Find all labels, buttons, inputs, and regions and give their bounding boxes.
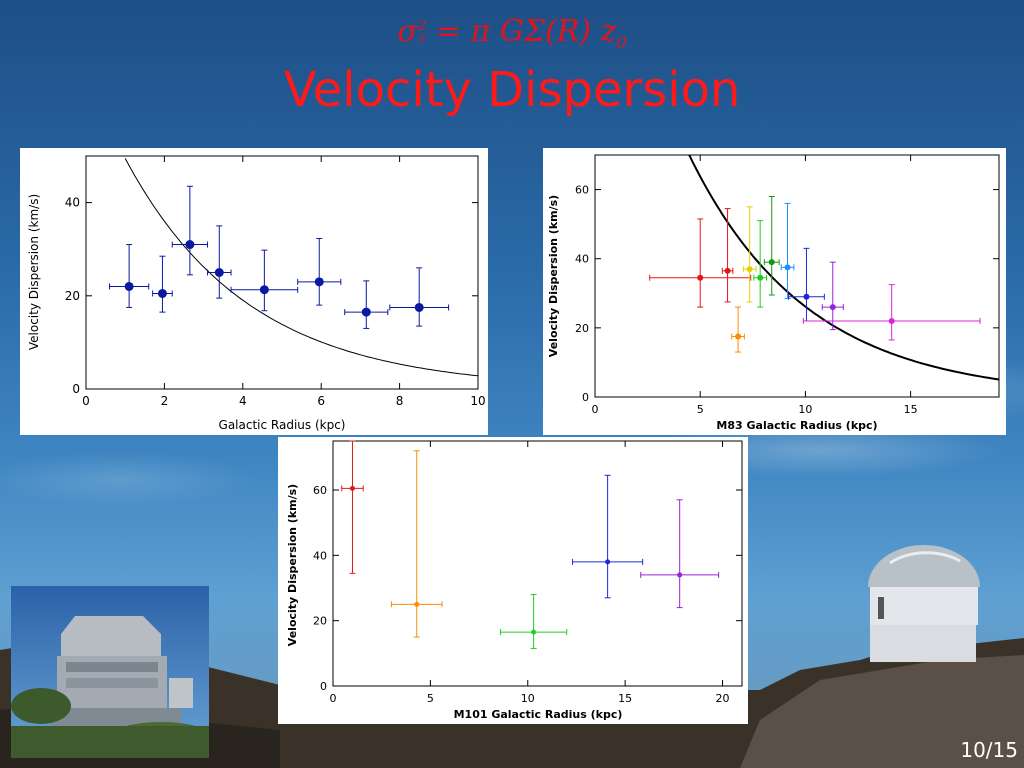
page-number: 10/15 xyxy=(960,738,1018,762)
x-tick-label: 10 xyxy=(470,394,485,408)
chart-1-xlabel: Galactic Radius (kpc) xyxy=(219,418,346,432)
data-marker xyxy=(124,281,134,291)
chart-1-svg: 0 2 4 6 8 10 0 20 40 Galactic Radius (kpc) Veloc… xyxy=(27,155,486,432)
data-marker xyxy=(677,572,683,578)
telescope-building-photo xyxy=(11,586,209,758)
data-marker xyxy=(605,559,611,565)
x-tick-label: 2 xyxy=(161,394,169,408)
data-point xyxy=(802,284,981,341)
data-point xyxy=(763,195,780,296)
y-tick-label: 60 xyxy=(313,484,327,497)
data-point xyxy=(207,225,232,299)
data-marker xyxy=(784,264,791,271)
x-tick-label: 10 xyxy=(798,403,812,416)
data-marker xyxy=(697,274,704,281)
data-marker xyxy=(414,601,420,607)
data-marker xyxy=(349,485,355,491)
data-point xyxy=(230,249,299,312)
data-marker xyxy=(829,304,836,311)
y-tick-label: 40 xyxy=(313,549,327,562)
formula-sigma: σ xyxy=(397,14,418,49)
chart-3-ylabel: Velocity Dispersion (km/s) xyxy=(286,484,299,646)
data-marker xyxy=(735,333,742,340)
data-marker xyxy=(888,317,895,324)
slide-title: Velocity Dispersion xyxy=(283,62,741,118)
data-point xyxy=(109,244,150,308)
x-tick-label: 0 xyxy=(82,394,90,408)
data-marker xyxy=(531,629,537,635)
x-tick-label: 8 xyxy=(396,394,404,408)
data-point xyxy=(297,237,342,306)
x-tick-label: 10 xyxy=(521,692,535,705)
data-marker xyxy=(746,266,753,273)
data-point xyxy=(390,450,443,638)
formula-rhs: = π GΣ(R) z xyxy=(426,14,617,49)
chart-2-frame xyxy=(594,154,1000,398)
chart-3-xlabel: M101 Galactic Radius (kpc) xyxy=(454,708,623,721)
chart-2-xlabel: M83 Galactic Radius (kpc) xyxy=(716,419,877,432)
model-curve xyxy=(124,158,479,377)
data-point xyxy=(753,220,767,308)
x-tick-label: 6 xyxy=(317,394,325,408)
y-tick-label: 60 xyxy=(575,184,589,197)
x-tick-label: 4 xyxy=(239,394,247,408)
chart-2-ylabel: Velocity Dispersion (km/s) xyxy=(547,195,560,357)
data-point xyxy=(152,255,173,313)
data-point xyxy=(721,208,734,303)
data-point xyxy=(572,474,644,599)
data-point xyxy=(171,185,209,276)
y-tick-label: 0 xyxy=(582,391,589,404)
data-marker xyxy=(259,285,269,295)
data-point xyxy=(742,206,757,303)
x-tick-label: 0 xyxy=(330,692,337,705)
y-tick-label: 0 xyxy=(72,382,80,396)
data-marker xyxy=(414,302,424,312)
x-tick-label: 0 xyxy=(592,403,599,416)
y-tick-label: 40 xyxy=(65,196,80,210)
formula-superscript: 2 xyxy=(417,19,427,35)
chart-3-frame xyxy=(332,440,743,687)
data-marker xyxy=(803,293,810,300)
data-point xyxy=(499,594,568,649)
data-point xyxy=(341,440,364,574)
y-tick-label: 20 xyxy=(575,322,589,335)
chart-1-frame xyxy=(85,155,479,390)
data-marker xyxy=(314,277,324,287)
chart-panel-2: 0 5 10 15 0 20 40 60 M83 Galactic Radius (kpc) … xyxy=(543,148,1006,435)
y-tick-label: 40 xyxy=(575,253,589,266)
telescope-dome xyxy=(868,545,980,625)
data-point xyxy=(344,280,389,329)
x-tick-label: 5 xyxy=(697,403,704,416)
data-point xyxy=(780,202,795,299)
y-tick-label: 0 xyxy=(320,680,327,693)
data-point xyxy=(389,267,450,327)
data-point xyxy=(731,306,745,353)
data-marker xyxy=(757,274,764,281)
data-point xyxy=(788,247,825,322)
data-marker xyxy=(185,240,195,250)
data-marker xyxy=(768,259,775,266)
data-marker xyxy=(157,288,167,298)
chart-panel-3: 0 5 10 15 20 0 20 40 60 M101 Galactic Radius (kp… xyxy=(278,437,748,724)
data-marker xyxy=(724,267,731,274)
x-tick-label: 5 xyxy=(427,692,434,705)
x-tick-label: 15 xyxy=(618,692,632,705)
x-tick-label: 20 xyxy=(716,692,730,705)
chart-3-svg: 0 5 10 15 20 0 20 40 60 M101 Galactic Radius (kp… xyxy=(286,440,743,721)
chart-panel-1: 0 2 4 6 8 10 0 20 40 Galactic Radius (kpc) Veloc… xyxy=(20,148,488,435)
y-tick-label: 20 xyxy=(65,289,80,303)
data-point xyxy=(649,218,752,308)
data-marker xyxy=(361,307,371,317)
data-marker xyxy=(214,268,224,277)
chart-1-ylabel: Velocity Dispersion (km/s) xyxy=(27,194,41,350)
data-point xyxy=(821,261,844,331)
y-tick-label: 20 xyxy=(313,615,327,628)
formula-subscript: z xyxy=(418,31,426,46)
x-tick-label: 15 xyxy=(904,403,918,416)
formula-rhs-subscript: 0 xyxy=(616,33,627,52)
data-point xyxy=(640,499,720,609)
model-curve xyxy=(688,154,1000,381)
